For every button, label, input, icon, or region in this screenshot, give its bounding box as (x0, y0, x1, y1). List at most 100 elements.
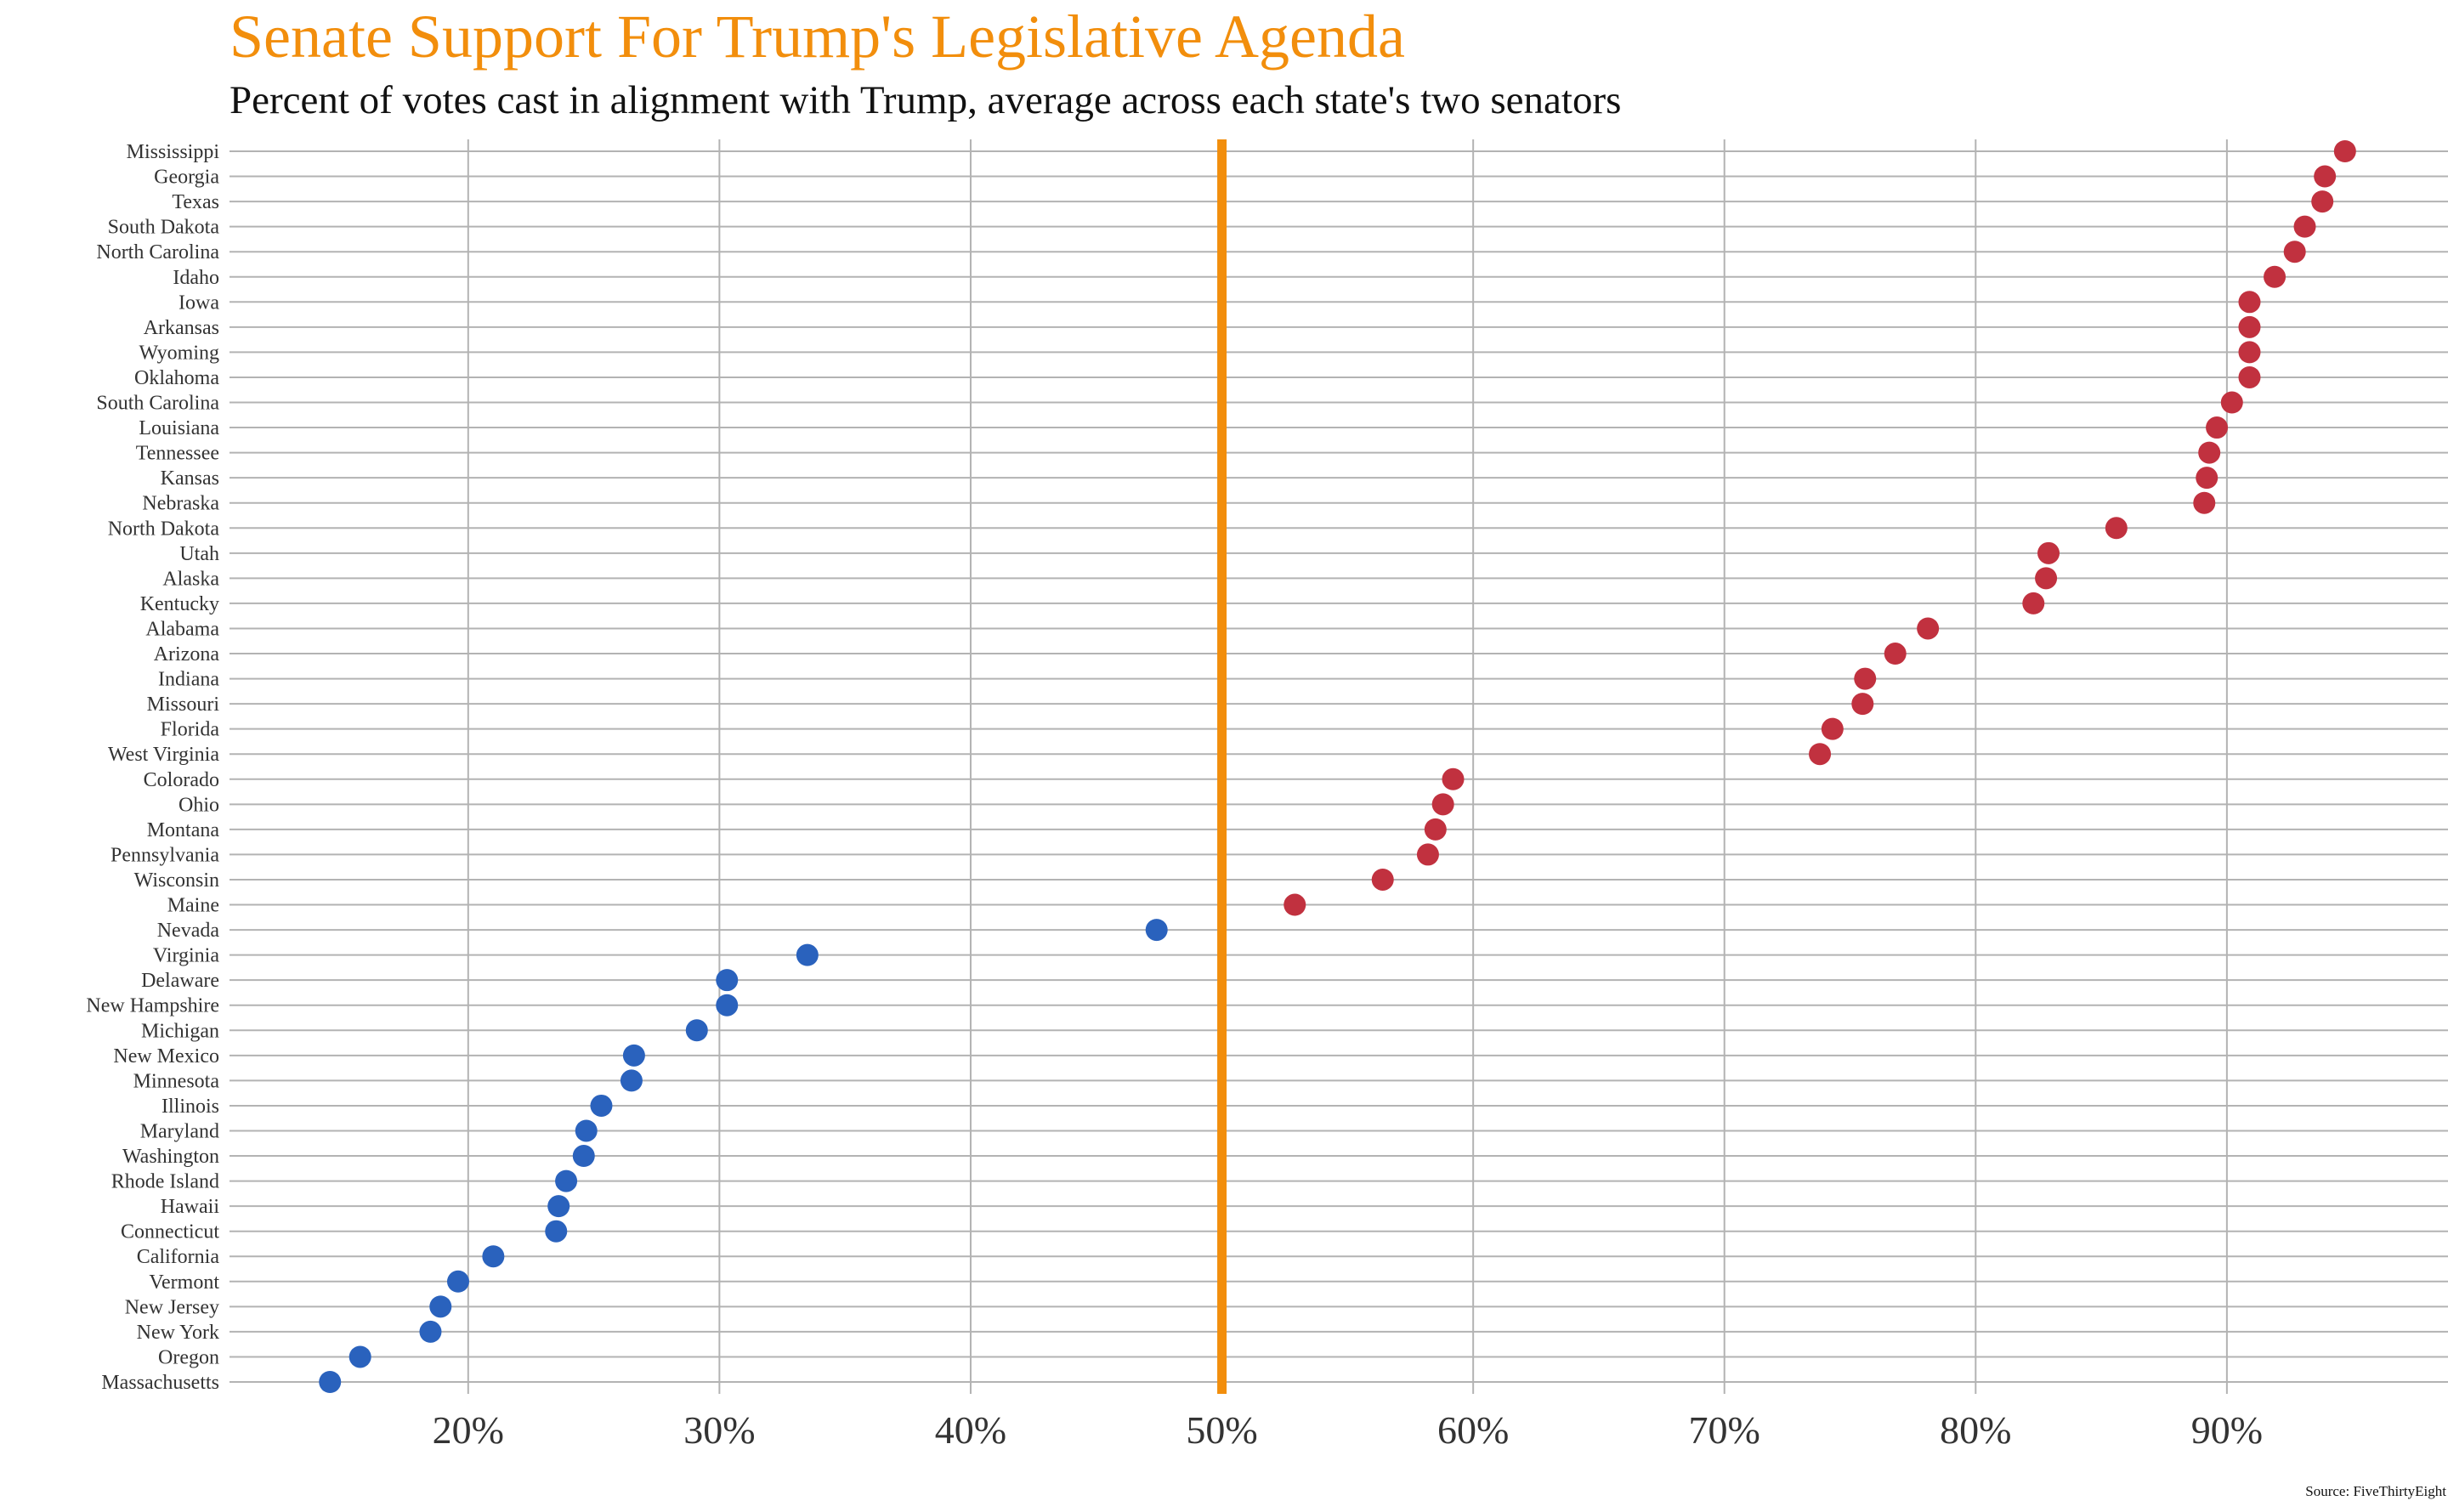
point-georgia (2314, 165, 2337, 188)
y-tick-label: Wyoming (139, 342, 219, 364)
chart-title: Senate Support For Trump's Legislative A… (230, 3, 1405, 71)
y-tick-label: Pennsylvania (110, 844, 219, 866)
point-louisiana (2206, 416, 2229, 439)
y-tick-label: Mississippi (127, 141, 220, 163)
point-arizona (1884, 643, 1907, 665)
point-hawaii (547, 1195, 570, 1218)
point-north-carolina (2283, 241, 2306, 263)
y-tick-label: Louisiana (139, 417, 219, 439)
y-tick-label: Ohio (178, 794, 219, 816)
point-vermont (446, 1270, 469, 1293)
source-note: Source: FiveThirtyEight (2305, 1483, 2446, 1499)
y-tick-label: Kentucky (140, 593, 219, 615)
data-points (319, 140, 2356, 1393)
point-colorado (1442, 767, 1465, 790)
x-tick-label: 20% (433, 1408, 504, 1452)
y-tick-label: Washington (122, 1146, 219, 1168)
point-oregon (348, 1345, 371, 1368)
point-connecticut (545, 1220, 568, 1243)
point-illinois (590, 1094, 613, 1117)
x-tick-label: 70% (1689, 1408, 1760, 1452)
y-tick-label: Georgia (154, 167, 219, 189)
point-kansas (2196, 467, 2218, 490)
point-pennsylvania (1416, 843, 1439, 866)
y-tick-label: Minnesota (133, 1070, 220, 1092)
y-tick-label: Alaska (162, 568, 219, 590)
point-ohio (1431, 793, 1454, 816)
point-maryland (575, 1119, 598, 1142)
point-rhode-island (555, 1169, 578, 1192)
y-tick-label: Connecticut (121, 1221, 219, 1243)
y-tick-label: California (137, 1246, 220, 1268)
point-alabama (1917, 617, 1940, 640)
y-tick-label: Michigan (141, 1020, 219, 1042)
y-tick-label: North Dakota (108, 518, 220, 540)
point-alaska (2035, 567, 2058, 590)
point-kentucky (2022, 592, 2045, 614)
y-tick-label: Kansas (161, 467, 219, 490)
chart-subtitle: Percent of votes cast in alignment with … (230, 78, 1622, 122)
point-nevada (1145, 919, 1168, 942)
y-tick-label: Oklahoma (134, 367, 219, 389)
x-tick-label: 40% (935, 1408, 1006, 1452)
x-tick-label: 80% (1940, 1408, 2011, 1452)
point-west-virginia (1809, 743, 1832, 766)
point-massachusetts (319, 1371, 342, 1393)
point-montana (1424, 818, 1447, 841)
x-tick-label: 90% (2191, 1408, 2263, 1452)
x-tick-label: 60% (1437, 1408, 1509, 1452)
point-utah (2037, 541, 2060, 564)
point-north-dakota (2105, 517, 2128, 540)
y-tick-label: Texas (172, 191, 219, 213)
y-tick-label: Maryland (140, 1120, 219, 1142)
y-tick-label: Virginia (153, 945, 219, 967)
point-virginia (796, 943, 819, 966)
point-delaware (716, 969, 739, 992)
y-tick-label: Florida (161, 719, 220, 741)
y-tick-label: New Mexico (113, 1045, 219, 1067)
x-axis-tick-labels: 20% 30% 40% 50% 60% 70% 80% 90% (433, 1408, 2263, 1452)
point-wyoming (2238, 341, 2261, 364)
y-tick-label: Wisconsin (134, 869, 219, 892)
point-arkansas (2238, 315, 2261, 338)
point-new-mexico (622, 1044, 645, 1067)
y-tick-label: Iowa (178, 292, 219, 314)
point-new-hampshire (716, 994, 739, 1016)
y-tick-label: Arkansas (144, 317, 219, 339)
y-tick-label: Illinois (162, 1096, 219, 1118)
point-wisconsin (1371, 868, 1394, 891)
point-iowa (2238, 291, 2261, 314)
point-texas (2311, 190, 2334, 213)
horizontal-gridlines (230, 150, 2448, 1383)
point-missouri (1851, 693, 1874, 716)
y-tick-label: Delaware (141, 970, 219, 992)
point-mississippi (2333, 140, 2356, 162)
y-tick-label: New Hampshire (86, 995, 219, 1017)
y-tick-label: Oregon (158, 1346, 219, 1368)
y-tick-label: New Jersey (125, 1296, 219, 1318)
y-tick-label: Missouri (147, 694, 220, 716)
y-tick-label: Maine (167, 895, 219, 917)
y-tick-label: Arizona (154, 643, 220, 665)
point-new-york (419, 1320, 442, 1343)
y-tick-label: Rhode Island (111, 1171, 219, 1193)
y-tick-label: South Dakota (108, 217, 220, 239)
point-idaho (2264, 265, 2286, 288)
point-nebraska (2193, 491, 2216, 514)
point-michigan (685, 1019, 708, 1042)
point-south-carolina (2220, 391, 2243, 414)
y-tick-label: South Carolina (96, 393, 219, 415)
point-california (482, 1245, 505, 1268)
point-florida (1821, 717, 1844, 740)
x-tick-label: 30% (683, 1408, 755, 1452)
y-tick-label: Nevada (157, 920, 220, 942)
y-tick-label: Idaho (173, 267, 219, 289)
point-tennessee (2198, 441, 2221, 464)
y-tick-label: Tennessee (136, 443, 219, 465)
y-tick-label: Alabama (145, 618, 219, 640)
y-tick-label: Massachusetts (101, 1372, 219, 1394)
point-minnesota (620, 1069, 643, 1092)
y-tick-label: Indiana (158, 669, 219, 691)
